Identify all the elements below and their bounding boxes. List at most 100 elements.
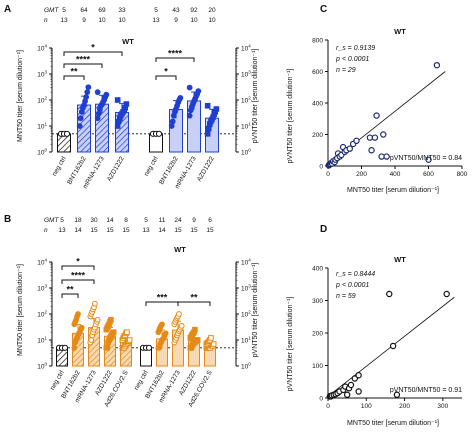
- panel-c-xlabel: MNT50 titer [serum dilution⁻¹]: [347, 187, 439, 194]
- data-point: [347, 381, 355, 389]
- data-point: [204, 131, 211, 137]
- y-tick-exponent: 0: [248, 362, 251, 367]
- y-tick-label-right: 100: [241, 362, 251, 371]
- data-point: [94, 316, 101, 323]
- y-tick-exponent: 2: [44, 310, 47, 315]
- y-tick-exponent: 4: [44, 258, 47, 263]
- n-value: 15: [174, 227, 182, 234]
- n-value: 10: [190, 17, 198, 24]
- panel-b-header: GMT n: [44, 217, 59, 234]
- data-point: [373, 112, 380, 119]
- panel-a-ylabel-right: pVNT50 titer [serum dilution⁻¹]: [252, 49, 259, 144]
- data-point: [213, 106, 220, 112]
- panel-d-rs: r_s = 0.8444: [336, 271, 375, 278]
- data-point: [186, 84, 193, 91]
- y-tick-label: 800: [312, 38, 323, 45]
- y-tick-exponent: 4: [248, 44, 251, 49]
- significance-bracket: [155, 57, 195, 62]
- panel-b-gmt-values: 5 18 30 14 8 13 14 15 15 15 5 11 24 9 6 13 14 15 15 15: [58, 217, 214, 234]
- data-point: [162, 330, 169, 337]
- y-tick-label-left: 104: [37, 44, 47, 53]
- panel-c-rs: r_s = 0.9139: [336, 45, 375, 52]
- significance-bracket: [63, 63, 103, 68]
- data-point: [389, 342, 397, 350]
- y-tick-exponent: 1: [44, 336, 47, 341]
- significance-bracket: [145, 301, 179, 306]
- panel-letter-b: B: [4, 214, 11, 225]
- y-tick-label: 0: [319, 396, 323, 403]
- gmt-value: 5: [144, 217, 148, 224]
- gmt-value: 8: [124, 217, 128, 224]
- data-point: [159, 321, 165, 328]
- data-point: [168, 123, 175, 129]
- n-value: 9: [174, 17, 178, 24]
- gmt-label-a: GMT: [44, 7, 59, 14]
- data-point: [108, 316, 114, 323]
- data-point: [104, 345, 111, 351]
- gmt-value: 11: [159, 217, 166, 224]
- x-tick-label: 0: [326, 171, 330, 178]
- gmt-value: 6: [208, 217, 212, 224]
- data-point: [114, 97, 121, 103]
- panel-b-ylabel-left: MNT50 titer [serum dilution⁻¹]: [17, 264, 24, 356]
- gmt-value: 43: [172, 7, 180, 14]
- data-point: [77, 115, 84, 122]
- x-tick-label: 300: [437, 403, 448, 410]
- data-point: [114, 123, 121, 129]
- data-point: [75, 311, 81, 317]
- data-point: [61, 344, 69, 351]
- n-value: 10: [208, 17, 216, 24]
- n-value: 14: [74, 227, 82, 234]
- y-tick-exponent: 4: [248, 258, 251, 263]
- data-point: [386, 290, 393, 298]
- x-tick-label: 600: [423, 171, 434, 178]
- significance-label: *: [76, 257, 80, 267]
- y-tick-label: 0: [319, 164, 323, 171]
- data-point: [110, 329, 117, 335]
- data-point: [177, 95, 184, 101]
- panel-d-ratio: pVNT50/MNT50 = 0.91: [390, 387, 462, 394]
- data-point: [155, 130, 163, 137]
- panel-c-chart: 0 200 400 600 800 0 200 400 600 800: [312, 38, 468, 179]
- gmt-value: 33: [118, 7, 126, 14]
- y-tick-exponent: 4: [44, 44, 47, 49]
- data-point: [103, 91, 110, 98]
- significance-label: **: [70, 67, 78, 77]
- y-tick-exponent: 3: [248, 284, 251, 289]
- x-tick-label: 200: [399, 403, 410, 410]
- y-tick-label-left: 100: [37, 362, 47, 371]
- data-point: [433, 61, 441, 69]
- gmt-value: 18: [74, 217, 82, 224]
- y-tick-label-left: 100: [37, 148, 47, 157]
- y-tick-exponent: 3: [44, 70, 47, 75]
- n-value: 15: [190, 227, 198, 234]
- y-tick-exponent: 2: [248, 96, 251, 101]
- data-point: [355, 388, 362, 395]
- significance-bracket: [155, 75, 177, 80]
- x-tick-label: 400: [390, 171, 401, 178]
- data-point: [380, 131, 387, 138]
- n-value: 15: [206, 227, 214, 234]
- y-tick-label: 400: [312, 101, 323, 108]
- panel-c-p: p < 0.0001: [335, 56, 369, 63]
- panel-c-n: n = 29: [336, 67, 356, 74]
- gmt-value: 5: [154, 7, 158, 14]
- y-tick-label-right: 102: [241, 96, 251, 105]
- data-point: [366, 134, 374, 141]
- n-value: 13: [58, 227, 66, 234]
- y-tick-label: 300: [312, 298, 323, 305]
- data-point: [95, 110, 102, 117]
- y-tick-label-right: 101: [241, 336, 251, 345]
- n-label-b: n: [44, 227, 48, 234]
- gmt-value: 5: [60, 217, 64, 224]
- panel-a-title: WT: [122, 37, 134, 46]
- significance-bracket: [61, 265, 95, 270]
- data-point: [84, 89, 91, 96]
- y-tick-label-left: 101: [37, 122, 47, 131]
- data-point: [71, 344, 78, 351]
- y-tick-exponent: 0: [44, 148, 47, 153]
- panel-d-p: p < 0.0001: [335, 282, 369, 289]
- y-tick-label: 100: [312, 363, 323, 370]
- significance-bracket: [61, 293, 79, 298]
- y-tick-exponent: 3: [248, 70, 251, 75]
